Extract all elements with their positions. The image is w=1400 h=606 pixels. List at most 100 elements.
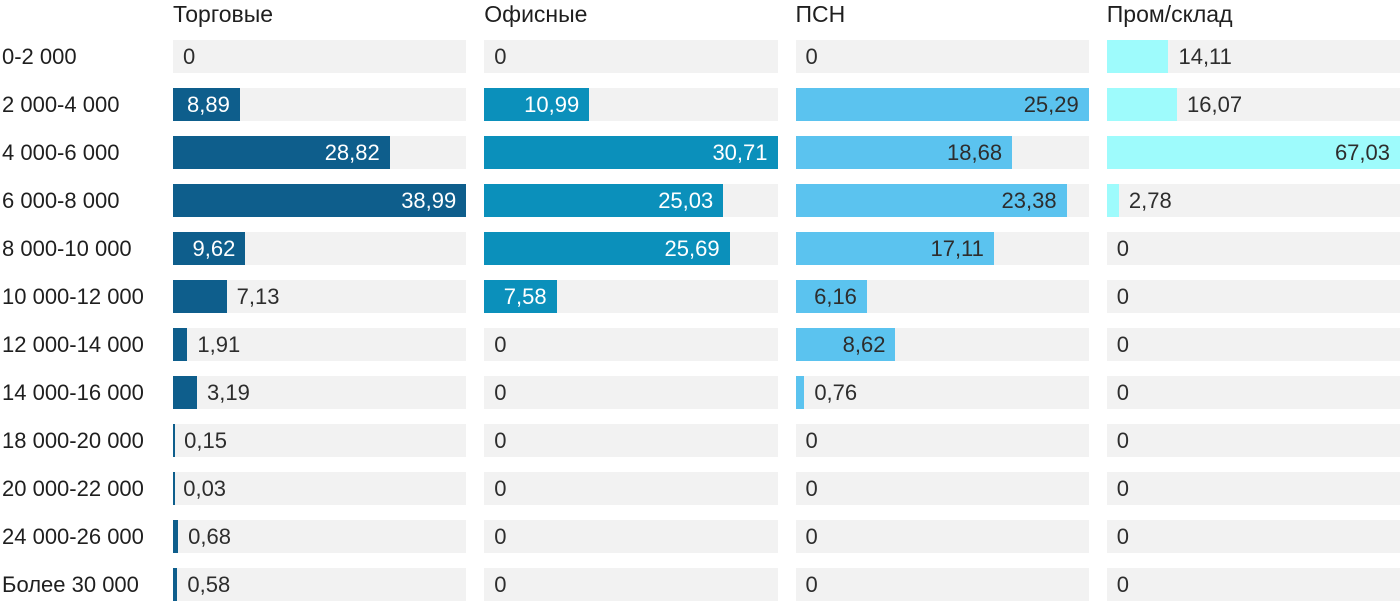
chart-row: 18 000-20 000 0,15 0 0 0 <box>0 424 1400 457</box>
chart-row: 14 000-16 000 3,19 0 0,76 0 <box>0 376 1400 409</box>
bar-track: 14,11 <box>1106 40 1400 73</box>
bar-value-label: 7,13 <box>236 284 280 309</box>
bar <box>173 424 175 457</box>
bar-track: 0 <box>484 568 778 601</box>
bar-track: 28,82 <box>173 136 467 169</box>
bar-track: 6,16 <box>795 280 1089 313</box>
bar-track: 9,62 <box>173 232 467 265</box>
bar-track: 0 <box>795 40 1089 73</box>
bar-track: 0 <box>795 424 1089 457</box>
chart-row: 20 000-22 000 0,03 0 0 0 <box>0 472 1400 505</box>
bar-track: 0 <box>173 40 467 73</box>
bar: 28,82 <box>173 136 390 169</box>
bar-track: 1,91 <box>173 328 467 361</box>
bar-value-label: 23,38 <box>1001 188 1057 213</box>
bar-track: 0,03 <box>173 472 467 505</box>
bar-track: 0 <box>1106 568 1400 601</box>
bar: 30,71 <box>484 136 778 169</box>
bar-value-label: 16,07 <box>1187 92 1243 117</box>
bar: 8,62 <box>795 328 896 361</box>
bar-value-label: 9,62 <box>192 236 236 261</box>
bar: 25,29 <box>795 88 1089 121</box>
bar-value-label: 0 <box>1116 572 1129 597</box>
bar <box>173 328 188 361</box>
bar-track: 0 <box>1106 280 1400 313</box>
bar-track: 8,89 <box>173 88 467 121</box>
row-label: Более 30 000 <box>2 572 139 597</box>
bar-value-label: 0,03 <box>183 476 227 501</box>
bar-track: 23,38 <box>795 184 1089 217</box>
bar-track: 0,58 <box>173 568 467 601</box>
bar: 25,03 <box>484 184 724 217</box>
bar-track: 0 <box>1106 376 1400 409</box>
chart-row: 8 000-10 000 9,62 25,69 17,11 0 <box>0 232 1400 265</box>
bar-track: 0 <box>1106 328 1400 361</box>
bar <box>173 280 227 313</box>
chart-row: 24 000-26 000 0,68 0 0 0 <box>0 520 1400 553</box>
bar-value-label: 6,16 <box>814 284 857 309</box>
bar-track: 8,62 <box>795 328 1089 361</box>
bar-track: 25,03 <box>484 184 778 217</box>
bar-value-label: 0 <box>805 44 818 69</box>
column-header-office: Офисные <box>484 1 588 27</box>
bar-value-label: 0 <box>494 332 507 357</box>
bar: 9,62 <box>173 232 246 265</box>
row-label: 20 000-22 000 <box>2 476 144 501</box>
bar-value-label: 1,91 <box>197 332 241 357</box>
bar-value-label: 18,68 <box>947 140 1003 165</box>
bar-track: 0 <box>484 520 778 553</box>
bar-track: 16,07 <box>1106 88 1400 121</box>
bar-value-label: 0 <box>494 476 507 501</box>
row-label: 12 000-14 000 <box>2 332 144 357</box>
row-label: 10 000-12 000 <box>2 284 144 309</box>
bar-track: 0 <box>484 376 778 409</box>
bar-value-label: 8,89 <box>187 92 230 117</box>
bar <box>1106 40 1169 73</box>
bar-value-label: 2,78 <box>1128 188 1172 213</box>
bar-value-label: 0 <box>805 524 818 549</box>
bar: 18,68 <box>795 136 1013 169</box>
chart-row: 4 000-6 000 28,82 30,71 18,68 67,03 <box>0 136 1400 169</box>
chart-row: Более 30 000 0,58 0 0 0 <box>0 568 1400 601</box>
bar-value-label: 0 <box>1116 428 1129 453</box>
bar <box>1106 184 1119 217</box>
bar-track: 25,69 <box>484 232 778 265</box>
bar-value-label: 3,19 <box>206 380 250 405</box>
bar-value-label: 28,82 <box>324 140 380 165</box>
row-label: 14 000-16 000 <box>2 380 144 405</box>
bar: 25,69 <box>484 232 730 265</box>
bar-track: 25,29 <box>795 88 1089 121</box>
bar-track: 7,13 <box>173 280 467 313</box>
row-label: 4 000-6 000 <box>2 140 120 165</box>
chart-row: 10 000-12 000 7,13 7,58 6,16 0 <box>0 280 1400 313</box>
bar <box>173 376 197 409</box>
chart-row: 12 000-14 000 1,91 0 8,62 0 <box>0 328 1400 361</box>
bar-track: 17,11 <box>795 232 1089 265</box>
bar-value-label: 14,11 <box>1178 44 1232 69</box>
bar-track: 0 <box>1106 424 1400 457</box>
bar-track: 0 <box>795 568 1089 601</box>
bar <box>173 568 178 601</box>
bar <box>173 520 179 553</box>
bar-value-label: 0,15 <box>184 428 227 453</box>
bar-track: 38,99 <box>173 184 467 217</box>
bar: 7,58 <box>484 280 557 313</box>
bar: 23,38 <box>795 184 1067 217</box>
row-label: 18 000-20 000 <box>2 428 144 453</box>
bar-track: 0 <box>484 328 778 361</box>
bar-value-label: 38,99 <box>401 188 457 213</box>
bar-track: 0 <box>795 520 1089 553</box>
bar-track: 0 <box>1106 232 1400 265</box>
bar-track: 0 <box>484 40 778 73</box>
chart-header: Торговые Офисные ПСН Пром/склад <box>0 0 1400 40</box>
bar-track: 0 <box>1106 520 1400 553</box>
column-header-psn: ПСН <box>795 1 846 27</box>
bar-track: 0,15 <box>173 424 467 457</box>
bar-value-label: 10,99 <box>524 92 580 117</box>
bar-track: 0,76 <box>795 376 1089 409</box>
bar-track: 7,58 <box>484 280 778 313</box>
bar-value-label: 25,29 <box>1023 92 1079 117</box>
bar-value-label: 0 <box>494 572 507 597</box>
bar-value-label: 0 <box>1116 476 1129 501</box>
